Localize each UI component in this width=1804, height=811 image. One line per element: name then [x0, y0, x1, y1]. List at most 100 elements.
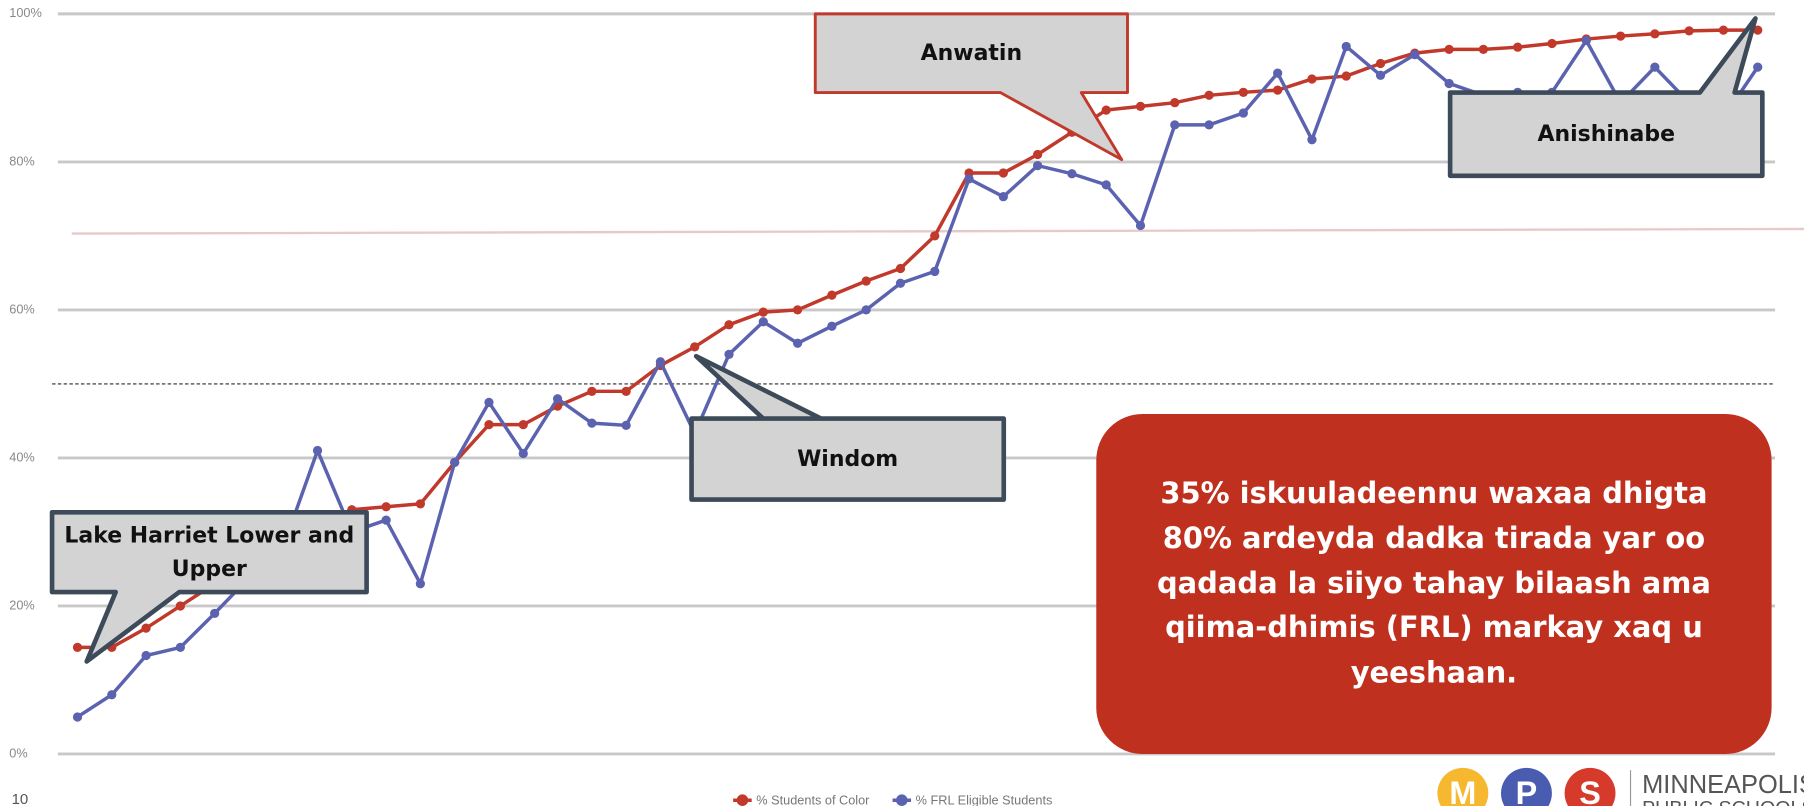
- annotation: Lake Harriet Lower and Upper: [64, 522, 355, 582]
- point: [792, 338, 803, 348]
- note-box: [1096, 413, 1772, 754]
- point: [1718, 25, 1729, 35]
- point: [552, 394, 563, 404]
- point: [895, 278, 906, 288]
- point: [930, 231, 940, 241]
- annotation: Anwatin: [920, 40, 1023, 66]
- legend-label: % FRL Eligible Students: [916, 793, 1053, 806]
- logo-letter: P: [1516, 775, 1538, 806]
- point: [210, 608, 220, 618]
- point: [1650, 62, 1660, 72]
- point: [518, 419, 528, 430]
- point: [792, 305, 803, 315]
- legend-label: % Students of Color: [756, 793, 870, 806]
- point: [1101, 105, 1111, 115]
- callout: [49, 509, 369, 664]
- annotation: Anishinabe: [1537, 121, 1676, 147]
- y-tick-label: 60%: [9, 301, 34, 316]
- point: [312, 445, 323, 456]
- point: [141, 623, 151, 633]
- point: [1444, 78, 1454, 89]
- point: [724, 320, 734, 330]
- point: [1307, 135, 1317, 145]
- logo-circle: [1564, 767, 1616, 811]
- logo-text: MINNEAPOLIS: [1642, 771, 1804, 799]
- annotation: 35% iskuuladeennu waxaa dhigta 80% ardey…: [1156, 476, 1711, 690]
- point: [1135, 101, 1146, 112]
- callout: [1447, 16, 1765, 179]
- callout-text: Anwatin: [920, 40, 1023, 66]
- point: [1238, 108, 1248, 118]
- callout: [689, 353, 1007, 502]
- point: [1067, 169, 1077, 179]
- point: [758, 307, 768, 317]
- point: [175, 601, 185, 611]
- point: [1204, 90, 1214, 100]
- point: [415, 499, 426, 509]
- point: [895, 263, 906, 274]
- point: [827, 290, 837, 300]
- point: [1101, 180, 1111, 190]
- point: [1684, 26, 1694, 36]
- point: [1204, 120, 1214, 130]
- callout-text: Lake Harriet Lower and Upper: [64, 522, 355, 582]
- note-text: 35% iskuuladeennu waxaa dhigta 80% ardey…: [1156, 476, 1711, 690]
- point: [1341, 41, 1351, 52]
- y-tick-label: 0%: [9, 745, 27, 760]
- callout: [813, 12, 1129, 162]
- logo-circle: [1501, 767, 1552, 811]
- logo-circle: [1437, 767, 1489, 811]
- point: [861, 276, 871, 286]
- point: [1273, 85, 1283, 95]
- point: [72, 642, 83, 653]
- point: [724, 349, 734, 359]
- point: [1341, 71, 1351, 81]
- point: [861, 305, 871, 315]
- point: [930, 266, 940, 277]
- point: [381, 502, 391, 512]
- point: [1170, 120, 1180, 130]
- series-line: [77, 28, 1758, 650]
- point: [72, 712, 83, 722]
- point: [1615, 31, 1626, 41]
- point: [1135, 220, 1146, 231]
- point: [621, 386, 631, 396]
- point: [1033, 149, 1043, 160]
- logo-text: PUBLIC SCHOOLS: [1642, 798, 1804, 806]
- point: [450, 457, 460, 467]
- point: [964, 174, 974, 184]
- legend-marker: [736, 794, 749, 806]
- callout-text: Anishinabe: [1537, 121, 1676, 147]
- point: [1513, 42, 1523, 52]
- point: [1375, 70, 1386, 80]
- point: [107, 690, 117, 700]
- point: [655, 357, 666, 367]
- point: [175, 642, 185, 653]
- point: [587, 386, 597, 396]
- point: [1033, 160, 1043, 171]
- point: [1375, 58, 1386, 69]
- point: [381, 515, 391, 525]
- logo-letter: M: [1449, 775, 1476, 806]
- logo-letter: S: [1579, 775, 1601, 806]
- y-tick-label: 80%: [9, 153, 34, 168]
- y-tick-label: 100%: [9, 5, 42, 20]
- point: [758, 317, 768, 327]
- point: [1478, 44, 1489, 55]
- point: [1273, 68, 1283, 78]
- point: [690, 342, 700, 352]
- y-tick-label: 40%: [9, 449, 34, 464]
- y-tick-label: 20%: [9, 597, 34, 612]
- point: [1753, 25, 1763, 35]
- point: [1650, 29, 1660, 39]
- point: [1547, 38, 1557, 49]
- legend: % Students of Color % FRL Eligible Studen…: [733, 793, 1053, 808]
- point: [1238, 87, 1248, 97]
- point: [141, 650, 151, 661]
- point: [1307, 74, 1317, 84]
- point: [1410, 49, 1420, 60]
- point: [484, 397, 494, 408]
- point: [587, 418, 597, 428]
